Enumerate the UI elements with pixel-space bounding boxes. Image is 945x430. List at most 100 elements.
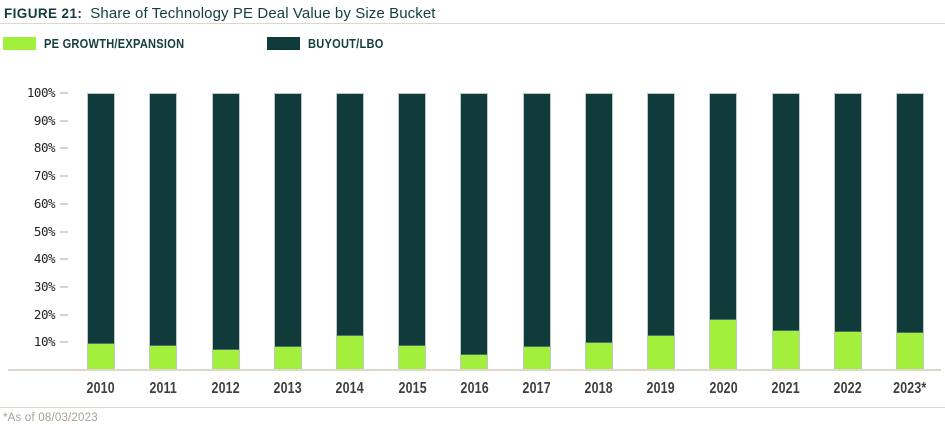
bar-segment-growth xyxy=(336,336,363,369)
x-tick-label: 2020 xyxy=(709,380,738,397)
bar-segment-buyout xyxy=(336,94,363,336)
y-tick-dash xyxy=(60,202,68,205)
bar-2013 xyxy=(273,93,302,370)
bar-segment-buyout xyxy=(834,94,861,332)
y-tick-dash xyxy=(60,230,68,233)
bar-segment-growth xyxy=(212,349,239,369)
footer-divider xyxy=(0,407,945,408)
bar-segment-growth xyxy=(461,355,488,369)
y-tick-label: 60% xyxy=(33,195,56,211)
y-tick-label: 40% xyxy=(33,251,56,267)
legend-item-growth: PE GROWTH/EXPANSION xyxy=(3,36,209,51)
x-tick-slot: 2016 xyxy=(443,380,505,398)
bar-2022 xyxy=(833,93,862,370)
bar-segment-growth xyxy=(585,342,612,369)
plot-area xyxy=(70,93,941,370)
y-tick-dash xyxy=(60,258,68,261)
legend-swatch-buyout xyxy=(267,37,300,50)
x-tick-label: 2012 xyxy=(211,380,240,397)
legend-swatch-growth xyxy=(3,37,36,50)
bar-segment-growth xyxy=(896,333,923,369)
header-divider xyxy=(0,23,945,24)
bar-slot xyxy=(381,93,443,370)
bar-segment-buyout xyxy=(772,94,799,331)
bar-slot xyxy=(879,93,941,370)
bar-segment-growth xyxy=(523,347,550,369)
x-tick-label: 2023* xyxy=(893,380,927,397)
y-tick-dash xyxy=(60,341,68,344)
bar-2012 xyxy=(211,93,240,370)
bar-2016 xyxy=(460,93,489,370)
y-tick-label: 30% xyxy=(33,278,56,294)
bar-segment-growth xyxy=(772,330,799,369)
figure-title: Share of Technology PE Deal Value by Siz… xyxy=(90,5,436,22)
y-tick-label: 90% xyxy=(33,112,56,128)
y-tick-dash xyxy=(60,147,68,150)
x-tick-slot: 2019 xyxy=(630,380,692,398)
x-tick-label: 2014 xyxy=(335,380,365,397)
y-tick-label: 20% xyxy=(33,306,56,322)
x-tick-label: 2015 xyxy=(398,380,427,397)
legend-item-buyout: BUYOUT/LBO xyxy=(267,36,397,51)
footnote: *As of 08/03/2023 xyxy=(3,412,98,424)
x-tick-slot: 2020 xyxy=(692,380,754,398)
bar-segment-growth xyxy=(88,344,115,369)
x-tick-label: 2011 xyxy=(149,380,178,397)
bar-segment-buyout xyxy=(585,94,612,343)
y-axis: 100% 90% 80% 70% 60% 50% 40% 30% 20% 10% xyxy=(0,85,70,370)
x-tick-slot: 2010 xyxy=(70,380,132,398)
y-tick-label: 70% xyxy=(33,168,56,184)
x-tick-slot: 2018 xyxy=(568,380,630,398)
bar-2015 xyxy=(398,93,427,370)
y-tick-dash xyxy=(60,285,68,288)
bar-segment-buyout xyxy=(523,94,550,347)
bar-segment-growth xyxy=(834,331,861,369)
bar-segment-buyout xyxy=(274,94,301,347)
bar-slot xyxy=(319,93,381,370)
bar-slot xyxy=(194,93,256,370)
bar-segment-growth xyxy=(150,345,177,369)
bar-segment-buyout xyxy=(88,94,115,345)
x-tick-slot: 2012 xyxy=(194,380,256,398)
bar-2020 xyxy=(709,93,738,370)
figure-header: FIGURE 21: Share of Technology PE Deal Va… xyxy=(4,5,436,23)
bar-segment-buyout xyxy=(150,94,177,346)
bar-slot xyxy=(70,93,132,370)
bar-2019 xyxy=(647,93,676,370)
bar-2010 xyxy=(87,93,116,370)
y-tick-dash xyxy=(60,175,68,178)
x-tick-label: 2018 xyxy=(584,380,613,397)
bar-slot xyxy=(817,93,879,370)
x-tick-slot: 2022 xyxy=(817,380,879,398)
x-tick-slot: 2017 xyxy=(506,380,568,398)
x-tick-slot: 2011 xyxy=(132,380,194,398)
bar-segment-buyout xyxy=(896,94,923,334)
y-tick-label: 100% xyxy=(26,85,56,100)
x-tick-slot: 2014 xyxy=(319,380,381,398)
y-tick-label: 80% xyxy=(33,140,56,156)
bar-slot xyxy=(257,93,319,370)
bar-slot xyxy=(506,93,568,370)
bar-2018 xyxy=(584,93,613,370)
y-tick-label: 10% xyxy=(33,334,56,350)
x-tick-slot: 2013 xyxy=(257,380,319,398)
x-axis-labels: 2010 2011 2012 2013 2014 2015 2016 2017 2018 2019… xyxy=(70,380,941,398)
bar-segment-growth xyxy=(648,336,675,369)
x-tick-label: 2022 xyxy=(833,380,862,397)
x-tick-label: 2013 xyxy=(273,380,302,397)
bar-2017 xyxy=(522,93,551,370)
x-tick-slot: 2021 xyxy=(754,380,816,398)
x-tick-slot: 2023* xyxy=(879,380,941,398)
bar-segment-buyout xyxy=(461,94,488,356)
bar-segment-buyout xyxy=(648,94,675,336)
bar-slot xyxy=(630,93,692,370)
x-tick-label: 2016 xyxy=(460,380,489,397)
bar-segment-buyout xyxy=(710,94,737,320)
legend-label-buyout: BUYOUT/LBO xyxy=(308,36,384,51)
bar-segment-growth xyxy=(710,319,737,369)
bar-segment-buyout xyxy=(212,94,239,350)
y-tick-dash xyxy=(60,313,68,316)
bar-2023* xyxy=(895,93,924,370)
bar-slot xyxy=(132,93,194,370)
